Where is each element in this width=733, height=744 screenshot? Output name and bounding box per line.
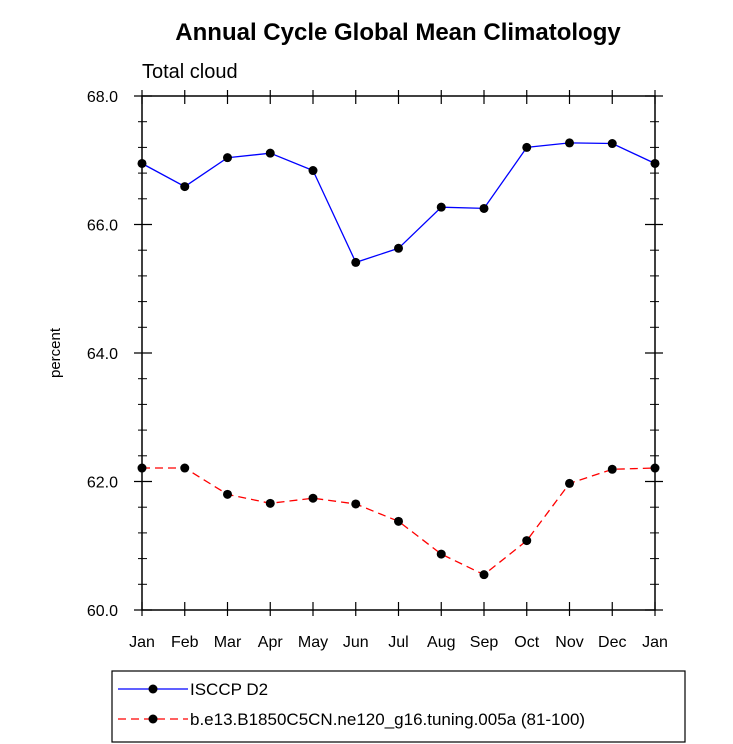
data-point xyxy=(479,570,489,580)
y-tick-label: 60.0 xyxy=(87,603,118,620)
data-point xyxy=(223,489,232,499)
plot-area xyxy=(141,95,656,611)
y-tick-label: 68.0 xyxy=(87,89,118,106)
x-tick-label: Oct xyxy=(514,634,539,651)
legend-label: b.e13.B1850C5CN.ne120_g16.tuning.005a (8… xyxy=(190,710,585,729)
x-tick-label: Aug xyxy=(427,634,455,651)
x-tick-label: May xyxy=(298,634,328,651)
axis-ticks xyxy=(134,90,663,616)
data-point xyxy=(394,243,403,253)
data-point xyxy=(436,202,446,212)
data-point xyxy=(308,166,318,176)
data-point xyxy=(137,158,147,168)
y-tick-label: 62.0 xyxy=(87,475,118,492)
legend-label: ISCCP D2 xyxy=(190,680,268,699)
data-point xyxy=(436,549,446,559)
x-tick-label: Apr xyxy=(258,634,284,651)
data-point xyxy=(522,536,532,546)
legend-items: ISCCP D2 b.e13.B1850C5CN.ne120_g16.tuning… xyxy=(118,680,585,729)
data-point xyxy=(223,153,232,163)
x-tick-label: Mar xyxy=(214,634,242,651)
data-point xyxy=(308,493,318,503)
series-layer xyxy=(137,138,660,580)
data-point xyxy=(479,203,489,213)
x-tick-label: Nov xyxy=(555,634,583,651)
data-point xyxy=(180,182,190,192)
x-tick-label: Feb xyxy=(171,634,199,651)
x-tick-label: Jan xyxy=(642,634,668,651)
data-point xyxy=(265,148,275,158)
data-point xyxy=(265,498,275,508)
x-tick-label: Sep xyxy=(470,634,499,651)
chart-title: Annual Cycle Global Mean Climatology xyxy=(175,19,621,46)
y-tick-label: 66.0 xyxy=(87,218,118,235)
chart-subtitle: Total cloud xyxy=(142,61,238,83)
data-point xyxy=(650,158,660,168)
data-point xyxy=(351,499,361,509)
data-point xyxy=(565,138,574,148)
x-tick-label: Dec xyxy=(598,634,626,651)
legend-marker xyxy=(148,714,158,724)
data-point xyxy=(180,463,190,473)
data-point xyxy=(394,516,403,526)
legend xyxy=(111,670,686,743)
data-point xyxy=(351,257,361,267)
data-point xyxy=(607,464,617,474)
legend-marker xyxy=(148,684,158,694)
x-tick-label: Jun xyxy=(343,634,369,651)
data-point xyxy=(565,478,574,488)
axis-tick-labels: Jan Feb Mar Apr May Jun Jul Aug Sep Oct Nov Dec Jan 6… xyxy=(87,89,668,651)
x-tick-label: Jan xyxy=(129,634,155,651)
y-axis-label: percent xyxy=(47,327,64,378)
x-tick-label: Jul xyxy=(388,634,408,651)
y-tick-label: 64.0 xyxy=(87,346,118,363)
data-point xyxy=(607,139,617,149)
data-point xyxy=(522,142,532,152)
data-point xyxy=(137,463,147,473)
data-point xyxy=(650,463,660,473)
